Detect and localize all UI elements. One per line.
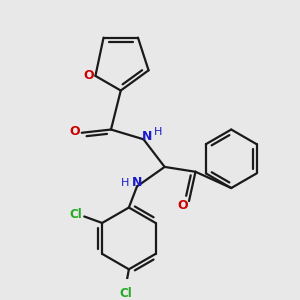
Text: O: O: [177, 200, 188, 212]
Text: Cl: Cl: [70, 208, 83, 221]
Text: H: H: [154, 127, 162, 137]
Text: Cl: Cl: [119, 286, 132, 299]
Text: N: N: [142, 130, 153, 142]
Text: O: O: [69, 125, 80, 138]
Text: N: N: [132, 176, 142, 189]
Text: H: H: [121, 178, 129, 188]
Text: O: O: [83, 69, 94, 82]
